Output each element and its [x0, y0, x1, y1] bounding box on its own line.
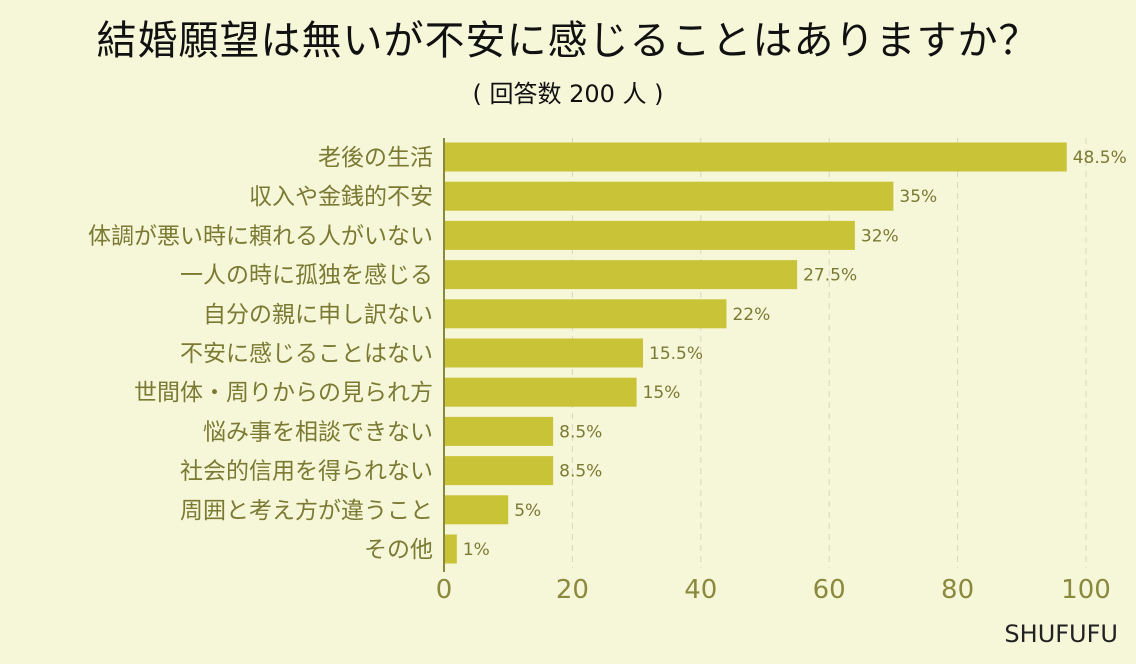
category-label-9: 周囲と考え方が違うこと: [180, 498, 433, 524]
value-label-1: 35%: [899, 187, 937, 207]
category-label-7: 悩み事を相談できない: [203, 419, 433, 445]
bar-8: [444, 456, 554, 486]
category-label-6: 世間体・周りからの見られ方: [134, 380, 433, 406]
x-tick-label-60: 60: [813, 575, 846, 605]
x-tick-label-0: 0: [436, 575, 453, 605]
category-label-0: 老後の生活: [318, 145, 433, 171]
bar-0: [444, 142, 1067, 172]
brand-logo-text: SHUFUFU: [1004, 620, 1118, 648]
x-tick-label-80: 80: [941, 575, 974, 605]
value-label-10: 1%: [463, 540, 490, 560]
bar-2: [444, 220, 855, 250]
bar-6: [444, 377, 637, 407]
value-label-9: 5%: [514, 501, 541, 521]
value-label-8: 8.5%: [559, 462, 602, 482]
value-label-3: 27.5%: [803, 266, 857, 286]
bar-7: [444, 416, 554, 446]
x-tick-label-100: 100: [1061, 575, 1111, 605]
x-tick-label-40: 40: [684, 575, 717, 605]
value-label-2: 32%: [861, 226, 899, 246]
category-label-1: 収入や金銭的不安: [249, 184, 433, 210]
chart-title: 結婚願望は無いが不安に感じることはありますか？: [96, 18, 1040, 64]
chart-subtitle: ( 回答数 200 人 ): [472, 80, 664, 108]
value-label-7: 8.5%: [559, 422, 602, 442]
bar-3: [444, 260, 798, 290]
bar-1: [444, 181, 894, 211]
value-label-0: 48.5%: [1073, 148, 1127, 168]
bar-10: [444, 534, 457, 564]
category-label-2: 体調が悪い時に頼れる人がいない: [88, 223, 433, 249]
category-label-8: 社会的信用を得られない: [180, 459, 433, 485]
bar-5: [444, 338, 644, 368]
value-label-4: 22%: [732, 305, 770, 325]
category-label-4: 自分の親に申し訳ない: [203, 302, 433, 328]
x-tick-label-20: 20: [556, 575, 589, 605]
value-label-6: 15%: [643, 383, 681, 403]
bar-4: [444, 299, 727, 329]
category-label-10: その他: [364, 537, 433, 563]
bar-9: [444, 495, 509, 525]
value-label-5: 15.5%: [649, 344, 703, 364]
category-label-5: 不安に感じることはない: [180, 341, 433, 367]
category-label-3: 一人の時に孤独を感じる: [180, 263, 433, 289]
